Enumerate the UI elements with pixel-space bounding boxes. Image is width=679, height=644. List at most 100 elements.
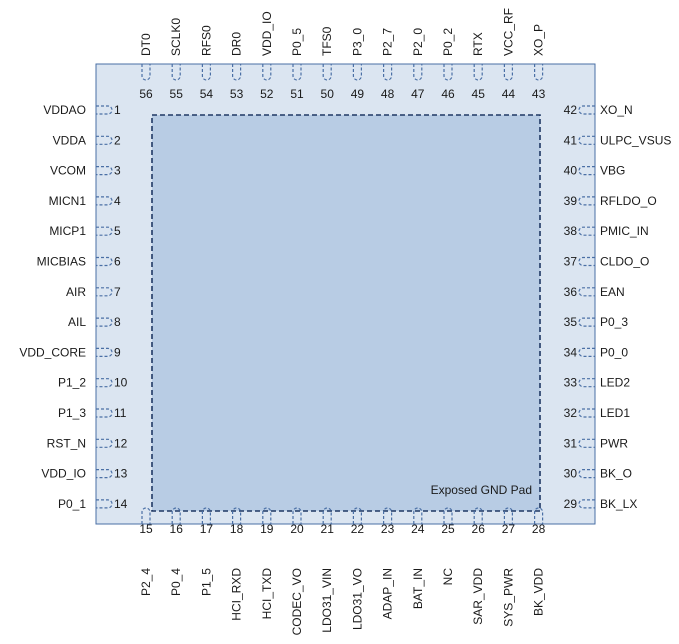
pin-outline xyxy=(352,64,362,81)
pin-number: 4 xyxy=(114,194,121,208)
pin-signal-label: BK_O xyxy=(600,467,632,481)
pin-signal-label: PMIC_IN xyxy=(600,224,649,238)
pin-signal-label: RFLDO_O xyxy=(600,194,657,208)
pin-outline xyxy=(96,408,113,418)
pin-outline xyxy=(96,499,113,509)
pin-outline xyxy=(503,64,513,81)
pin-signal-label: VDD_CORE xyxy=(19,345,86,359)
pin-outline xyxy=(96,438,113,448)
pin-number: 50 xyxy=(321,87,335,101)
pin-outline xyxy=(578,378,595,388)
pin-outline xyxy=(473,507,483,524)
pin-number: 13 xyxy=(114,467,128,481)
pin-outline xyxy=(352,507,362,524)
pin-signal-label: P1_3 xyxy=(58,406,86,420)
pin-number: 40 xyxy=(564,164,578,178)
pin-number: 15 xyxy=(139,522,153,536)
pin-number: 2 xyxy=(114,133,121,147)
pin-signal-label: SCLK0 xyxy=(169,18,183,56)
pin-signal-label: DR0 xyxy=(230,32,244,56)
pin-number: 33 xyxy=(564,376,578,390)
pin-outline xyxy=(96,317,113,327)
pin-number: 29 xyxy=(564,497,578,511)
pin-signal-label: TFS0 xyxy=(320,26,334,56)
pin-signal-label: ADAP_IN xyxy=(381,568,395,619)
pin-outline xyxy=(201,64,211,81)
pin-signal-label: AIR xyxy=(66,285,86,299)
pin-outline xyxy=(503,507,513,524)
pin-signal-label: PWR xyxy=(600,436,628,450)
pin-signal-label: CLDO_O xyxy=(600,255,649,269)
pin-number: 52 xyxy=(260,87,274,101)
pin-number: 31 xyxy=(564,436,578,450)
pin-outline xyxy=(96,378,113,388)
pin-signal-label: VDD_IO xyxy=(41,467,86,481)
pin-outline xyxy=(262,507,272,524)
pin-outline xyxy=(171,64,181,81)
pin-outline xyxy=(292,507,302,524)
pin-signal-label: MICP1 xyxy=(49,224,86,238)
pin-number: 19 xyxy=(260,522,274,536)
pin-number: 28 xyxy=(532,522,546,536)
pin-signal-label: NC xyxy=(441,568,455,586)
pin-outline xyxy=(534,64,544,81)
pin-outline xyxy=(578,287,595,297)
pin-signal-label: EAN xyxy=(600,285,625,299)
pin-outline xyxy=(262,64,272,81)
pin-outline xyxy=(578,256,595,267)
pin-signal-label: BAT_IN xyxy=(411,568,425,609)
pin-signal-label: BK_LX xyxy=(600,497,637,511)
pin-outline xyxy=(383,507,393,524)
pin-signal-label: P0_5 xyxy=(290,28,304,56)
pin-number: 38 xyxy=(564,224,578,238)
pin-number: 34 xyxy=(564,345,578,359)
pin-number: 22 xyxy=(351,522,365,536)
pin-number: 36 xyxy=(564,285,578,299)
pin-number: 16 xyxy=(170,522,184,536)
pin-outline xyxy=(232,507,242,524)
pin-outline xyxy=(96,196,113,206)
pin-signal-label: MICN1 xyxy=(49,194,87,208)
pin-outline xyxy=(578,499,595,509)
pin-outline xyxy=(578,135,595,145)
pin-outline xyxy=(383,64,393,81)
pin-signal-label: P1_2 xyxy=(58,376,86,390)
pin-outline xyxy=(232,64,242,81)
pin-number: 54 xyxy=(200,87,214,101)
pin-number: 20 xyxy=(290,522,304,536)
pin-number: 25 xyxy=(441,522,455,536)
exposed-gnd-pad xyxy=(151,114,541,512)
pin-signal-label: MICBIAS xyxy=(37,255,86,269)
pin-outline xyxy=(141,64,151,81)
pin-number: 10 xyxy=(114,376,128,390)
pin-signal-label: VDDAO xyxy=(43,103,86,117)
pin-outline xyxy=(322,507,332,524)
pin-number: 39 xyxy=(564,194,578,208)
pin-number: 24 xyxy=(411,522,425,536)
pin-signal-label: LDO31_VO xyxy=(350,568,364,630)
pin-outline xyxy=(578,408,595,418)
pin-outline xyxy=(96,469,113,479)
pin-outline xyxy=(96,135,113,145)
pin-number: 23 xyxy=(381,522,395,536)
pin-outline xyxy=(96,105,113,115)
pin-outline xyxy=(292,64,302,81)
pin-outline xyxy=(578,166,595,176)
pin-signal-label: P0_4 xyxy=(169,568,183,596)
pin-number: 55 xyxy=(170,87,184,101)
pin-outline xyxy=(96,256,113,267)
pin-signal-label: RTX xyxy=(471,32,485,56)
pin-number: 56 xyxy=(139,87,153,101)
pin-outline xyxy=(578,469,595,479)
pin-signal-label: P2_0 xyxy=(411,28,425,56)
pin-signal-label: ULPC_VSUS xyxy=(600,133,671,147)
pin-signal-label: CODEC_VO xyxy=(290,568,304,635)
pin-number: 32 xyxy=(564,406,578,420)
pin-number: 26 xyxy=(472,522,486,536)
pin-number: 27 xyxy=(502,522,516,536)
pin-outline xyxy=(96,347,113,357)
pin-number: 35 xyxy=(564,315,578,329)
pin-number: 46 xyxy=(441,87,455,101)
pin-outline xyxy=(141,507,151,524)
